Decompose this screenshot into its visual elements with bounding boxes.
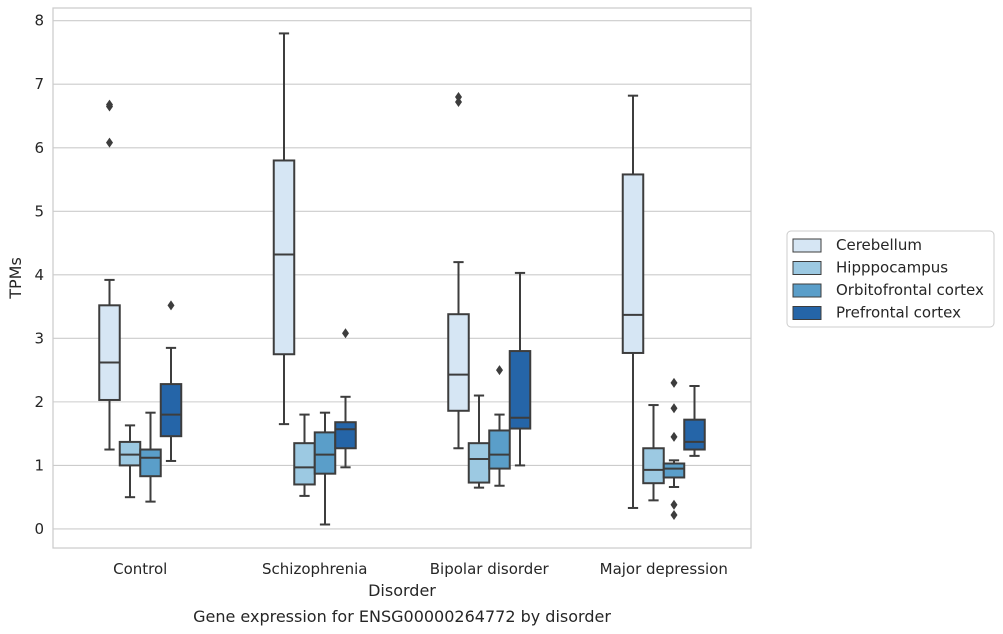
x-tick-labels: Control Schizophrenia Bipolar disorder Majo…: [113, 560, 728, 578]
legend-label: Orbitofrontal cortex: [836, 281, 984, 299]
box-element: [118, 424, 142, 499]
x-tick-label: Schizophrenia: [262, 560, 367, 578]
box-element: [334, 328, 357, 469]
y-tick-labels: 0 1 2 3 4 5 6 7 8: [34, 12, 44, 538]
box-body: [621, 173, 645, 354]
outlier-point: [106, 137, 113, 148]
box-element: [488, 365, 511, 487]
box-body: [488, 429, 511, 470]
outlier-point: [342, 328, 349, 339]
box-element: [662, 377, 686, 520]
outlier-point: [496, 365, 503, 376]
outlier-point: [670, 431, 678, 442]
box-element: [159, 300, 183, 462]
y-tick-label: 4: [34, 266, 44, 284]
box-element: [508, 271, 532, 467]
legend-label: Hipppocampus: [836, 259, 948, 277]
outlier-point: [670, 403, 678, 414]
y-tick-label: 1: [34, 456, 44, 474]
box-body: [508, 350, 532, 430]
y-tick-label: 5: [34, 202, 44, 220]
box-element: [642, 404, 665, 502]
box-element: [272, 32, 296, 426]
box-element: [447, 91, 470, 450]
y-tick-label: 3: [34, 329, 44, 347]
box-element: [139, 411, 162, 503]
legend-label: Cerebellum: [836, 236, 922, 254]
y-tick-label: 2: [34, 393, 44, 411]
box-body: [467, 442, 491, 484]
outlier-point: [167, 300, 175, 311]
outlier-point: [455, 91, 462, 102]
box-body: [447, 313, 470, 412]
y-tick-label: 0: [34, 520, 44, 538]
y-tick-label: 7: [34, 75, 44, 93]
box-body: [662, 462, 686, 479]
x-tick-label: Control: [113, 560, 167, 578]
box-element: [467, 394, 491, 489]
box-element: [293, 413, 316, 497]
series-hipppocampus: [118, 394, 665, 502]
box-body: [683, 418, 706, 451]
box-body: [293, 442, 316, 486]
box-body: [313, 431, 337, 475]
x-tick-label: Major depression: [600, 560, 728, 578]
y-axis-label: TPMs: [6, 257, 25, 300]
box-body: [642, 447, 665, 485]
box-element: [683, 385, 706, 457]
x-axis-label: Disorder: [368, 581, 436, 600]
outlier-point: [670, 509, 678, 520]
legend-label: Prefrontal cortex: [836, 304, 961, 322]
series-orbitofrontal-cortex: [139, 365, 686, 526]
y-tick-label: 6: [34, 139, 44, 157]
series-cerebellum: [98, 32, 645, 509]
x-tick-label: Bipolar disorder: [430, 560, 550, 578]
box-body: [139, 448, 162, 478]
figure-caption: Gene expression for ENSG00000264772 by d…: [193, 607, 611, 626]
box-groups: [98, 32, 706, 526]
plot-frame: [52, 7, 752, 549]
box-body: [334, 421, 357, 450]
legend-swatch: [792, 306, 822, 320]
outlier-point: [670, 499, 678, 510]
box-body: [98, 304, 121, 401]
y-tick-label: 8: [34, 12, 44, 30]
outlier-point: [106, 99, 113, 110]
legend-swatch: [792, 283, 822, 298]
legend-swatch: [792, 238, 822, 253]
box-body: [272, 159, 296, 356]
outlier-point: [455, 97, 462, 108]
legend-swatch: [792, 261, 822, 275]
legend-frame: [786, 230, 995, 328]
legend: Cerebellum Hipppocampus Orbitofrontal cort…: [786, 230, 995, 328]
box-element: [98, 99, 121, 451]
box-element: [313, 411, 337, 526]
box-body: [159, 383, 183, 438]
outlier-point: [670, 377, 678, 388]
series-prefrontal-cortex: [159, 271, 706, 469]
box-element: [621, 94, 645, 509]
